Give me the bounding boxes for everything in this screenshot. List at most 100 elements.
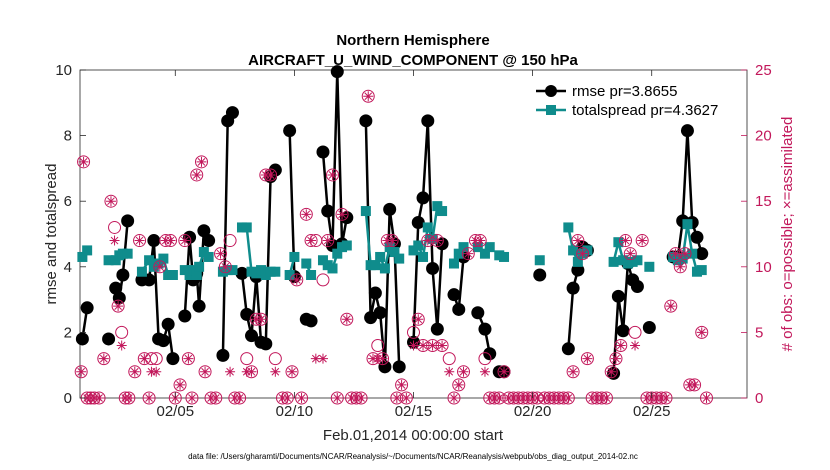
legend-spread-marker — [546, 105, 556, 115]
obs-assimilated-point — [78, 156, 89, 167]
obs-assimilated-point — [696, 327, 707, 338]
spread-point — [682, 219, 693, 230]
obs-possible-point — [635, 234, 649, 248]
y-tick-label: 2 — [64, 324, 72, 341]
obs-assimilated-point — [337, 209, 348, 220]
rmse-point — [192, 299, 206, 313]
rmse-point — [478, 322, 492, 336]
obs-assimilated-point — [129, 366, 140, 377]
obs-possible-point — [673, 260, 687, 274]
spread-point — [389, 247, 400, 258]
obs-assimilated-point — [458, 366, 469, 377]
spread-point — [306, 270, 317, 280]
obs-assimilated-point — [630, 340, 641, 351]
obs-assimilated-point — [387, 235, 398, 246]
obs-assimilated-point — [582, 353, 593, 364]
obs-possible-point — [478, 352, 492, 366]
rmse-point — [156, 334, 170, 348]
obs-assimilated-point — [341, 314, 352, 325]
rmse-point — [166, 352, 180, 366]
obs-possible-point — [194, 155, 208, 169]
spread-point — [394, 253, 405, 264]
obs-assimilated-point — [196, 156, 207, 167]
spread-point — [437, 206, 448, 217]
rmse-point — [616, 324, 630, 338]
obs-assimilated-point — [463, 248, 474, 259]
obs-assimilated-point — [306, 235, 317, 246]
spread-point — [167, 270, 178, 280]
spread-point — [301, 258, 312, 269]
spread-point — [479, 248, 490, 259]
rmse-point — [680, 124, 694, 138]
spread-point — [370, 260, 381, 271]
obs-assimilated-point — [154, 261, 165, 272]
spread-point — [122, 248, 133, 259]
obs-assimilated-point — [139, 353, 150, 364]
spread-point — [608, 256, 619, 267]
obs-possible-point — [97, 352, 111, 366]
obs-assimilated-point — [680, 248, 691, 259]
obs-assimilated-point — [291, 274, 302, 285]
rmse-point — [561, 342, 575, 356]
obs-possible-point — [321, 234, 335, 248]
obs-possible-point — [108, 220, 122, 234]
obs-assimilated-point — [94, 393, 105, 403]
rmse-point — [259, 337, 273, 351]
rmse-point — [483, 347, 497, 361]
obs-possible-point — [447, 391, 461, 405]
rmse-point — [383, 202, 397, 216]
obs-possible-point — [335, 207, 349, 221]
obs-assimilated-point — [701, 393, 712, 403]
rmse-point — [161, 317, 175, 331]
spread-point — [632, 255, 643, 266]
obs-assimilated-point — [200, 366, 211, 377]
obs-possible-point — [285, 365, 299, 379]
obs-assimilated-point — [123, 393, 134, 403]
obs-possible-point — [361, 89, 375, 103]
spread-point — [422, 222, 433, 233]
spread-point — [677, 253, 688, 264]
rmse-point — [235, 266, 249, 280]
obs-assimilated-point — [615, 340, 626, 351]
rmse-point — [452, 302, 466, 316]
obs-possible-point — [571, 234, 585, 248]
obs-assimilated-point — [282, 393, 293, 403]
obs-possible-point — [223, 234, 237, 248]
obs-assimilated-point — [175, 379, 186, 390]
obs-assimilated-point — [301, 209, 312, 220]
rmse-point — [321, 204, 335, 218]
obs-possible-point — [133, 234, 147, 248]
rmse-point — [695, 247, 709, 261]
rmse-point — [216, 348, 230, 362]
rmse-point — [642, 320, 656, 334]
y-right-tick-label: 25 — [755, 62, 772, 79]
rmse-point — [447, 288, 461, 302]
obs-possible-point — [609, 352, 623, 366]
y-right-axis-label: # of obs: o=possible; ×=assimilated — [779, 117, 796, 352]
obs-assimilated-point — [401, 393, 412, 403]
legend-rmse-label: rmse pr=3.8655 — [572, 83, 677, 100]
obs-assimilated-point — [116, 340, 127, 351]
spread-point — [375, 251, 386, 262]
obs-possible-point — [290, 273, 304, 287]
rmse-point — [147, 234, 161, 248]
obs-possible-point — [623, 247, 637, 261]
obs-possible-point — [407, 325, 420, 339]
obs-assimilated-point — [444, 366, 455, 377]
rmse-series — [75, 65, 709, 380]
spread-point — [227, 265, 238, 276]
obs-assimilated-point — [408, 340, 419, 351]
spread-point — [341, 240, 352, 251]
obs-assimilated-point — [396, 379, 407, 390]
obs-possible-point — [74, 365, 88, 379]
chart-subtitle: AIRCRAFT_U_WIND_COMPONENT @ 150 hPa — [248, 52, 578, 69]
obs-assimilated-point — [422, 235, 433, 246]
data-file-footnote: data file: /Users/gharamti/Documents/NCA… — [188, 452, 638, 461]
spread-point — [203, 251, 214, 262]
rmse-point — [416, 191, 430, 205]
rmse-point — [197, 224, 211, 238]
spread-point — [241, 222, 252, 233]
y-right-tick-label: 20 — [755, 128, 772, 145]
obs-assimilated-point — [625, 248, 636, 259]
